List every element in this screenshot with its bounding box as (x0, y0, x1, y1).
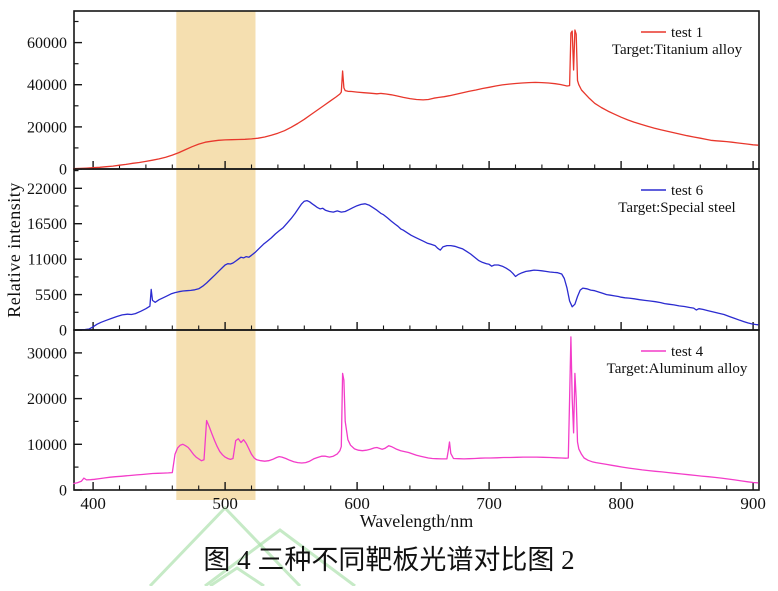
spectrum-line-test-6 (79, 199, 759, 331)
y-tick-label: 20000 (27, 391, 67, 408)
x-tick-label: 500 (212, 494, 238, 513)
y-axis-label: Relative intensity (4, 182, 24, 318)
legend-target-label: Target:Titanium alloy (612, 42, 743, 58)
x-tick-label: 900 (740, 494, 766, 513)
y-tick-label: 0 (59, 483, 67, 500)
spectrum-line-test-4 (73, 336, 759, 485)
legend-series-name: test 4 (671, 344, 704, 360)
y-tick-label: 60000 (27, 35, 67, 52)
x-tick-label: 700 (476, 494, 502, 513)
highlight-band (176, 11, 256, 500)
watermark-chevron (204, 528, 356, 588)
x-tick-label: 800 (608, 494, 634, 513)
y-tick-label: 5500 (35, 287, 67, 304)
y-tick-label: 0 (59, 323, 67, 340)
legend-target-label: Target:Aluminum alloy (607, 361, 748, 377)
legend-series-name: test 1 (671, 25, 703, 41)
x-axis-label: Wavelength/nm (359, 511, 474, 531)
y-tick-label: 10000 (27, 437, 67, 454)
y-tick-label: 20000 (27, 119, 67, 136)
y-tick-label: 40000 (27, 77, 67, 94)
y-tick-label: 22000 (27, 181, 67, 198)
x-tick-label: 400 (80, 494, 106, 513)
figure-caption: 图 4 三种不同靶板光谱对比图 2 (203, 545, 575, 575)
watermark-chevron (209, 566, 265, 588)
watermark-chevron (148, 505, 302, 588)
spectrum-line-test-1 (73, 29, 759, 170)
y-tick-label: 16500 (27, 216, 67, 233)
x-tick-label: 600 (344, 494, 370, 513)
y-tick-label: 30000 (27, 345, 67, 362)
y-tick-label: 11000 (28, 252, 67, 269)
y-tick-label: 0 (59, 162, 67, 179)
panel-frame (73, 329, 760, 491)
legend-target-label: Target:Special steel (618, 200, 735, 216)
legend-series-name: test 6 (671, 183, 704, 199)
